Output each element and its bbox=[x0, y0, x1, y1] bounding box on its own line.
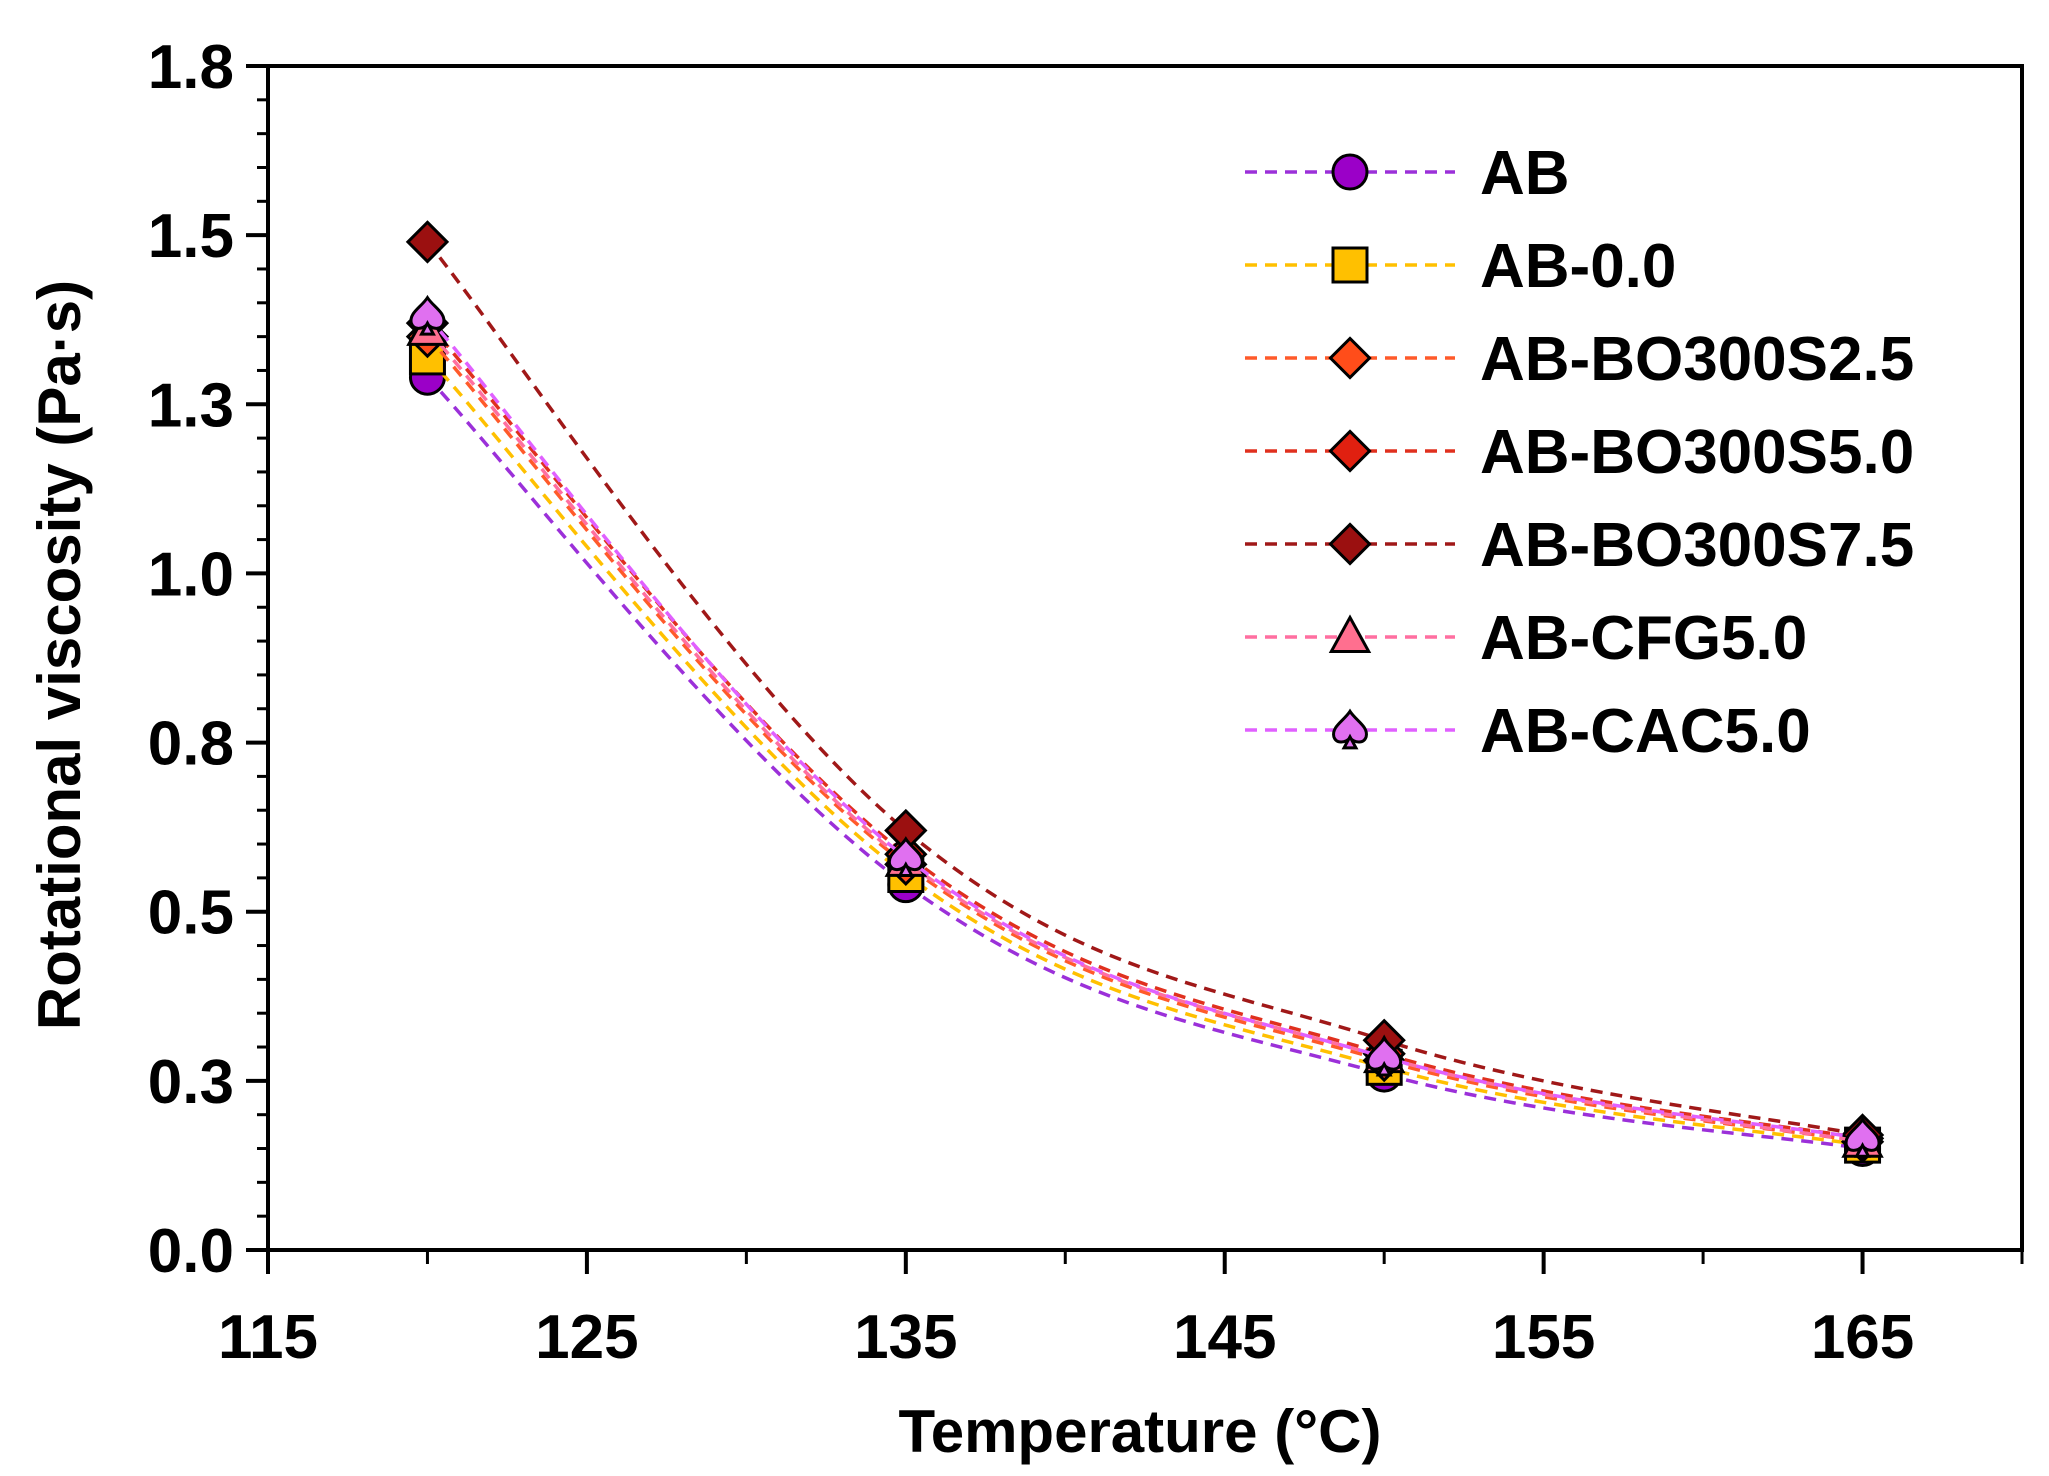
legend-marker-ab-bo300s2-5 bbox=[1328, 336, 1372, 380]
series-line-ab bbox=[426, 376, 1863, 1151]
x-axis-title: Temperature (°C) bbox=[899, 1398, 1382, 1465]
series-ab-cac5-0 bbox=[409, 294, 1881, 1158]
axes: 0.0 0.3 0.5 0.8 1.0 1.3 1.5 1.8 115 125 135 145 155 1… bbox=[148, 33, 2024, 1372]
x-tick-label: 125 bbox=[535, 1303, 638, 1372]
series-line-ab-bo300s5-0 bbox=[426, 321, 1863, 1141]
y-tick-label: 1.0 bbox=[148, 540, 234, 609]
data-point-ab-bo300s7-5 bbox=[405, 220, 450, 264]
legend-item-ab-bo300s5-0: AB-BO300S5.0 bbox=[1245, 418, 1914, 487]
legend-label-ab: AB bbox=[1480, 139, 1570, 208]
series-line-ab-bo300s2-5 bbox=[426, 335, 1863, 1144]
legend-item-ab-bo300s7-5: AB-BO300S7.5 bbox=[1245, 511, 1914, 580]
legend-marker-ab-0-0 bbox=[1331, 246, 1369, 284]
series-line-ab-cfg5-0 bbox=[426, 328, 1863, 1144]
legend-label-ab-bo300s5-0: AB-BO300S5.0 bbox=[1480, 418, 1914, 487]
legend-label-ab-bo300s2-5: AB-BO300S2.5 bbox=[1480, 325, 1914, 394]
legend-label-ab-cac5-0: AB-CAC5.0 bbox=[1480, 697, 1811, 766]
x-tick-label: 165 bbox=[1811, 1303, 1914, 1372]
y-tick-label: 0.5 bbox=[148, 879, 234, 948]
legend-label-ab-cfg5-0: AB-CFG5.0 bbox=[1480, 604, 1807, 673]
legend-item-ab-cac5-0: AB-CAC5.0 bbox=[1245, 697, 1811, 766]
y-tick-label: 0.3 bbox=[148, 1048, 234, 1117]
legend-item-ab-cfg5-0: AB-CFG5.0 bbox=[1245, 604, 1807, 673]
legend-item-ab-bo300s2-5: AB-BO300S2.5 bbox=[1245, 325, 1914, 394]
legend: AB AB-0.0 AB-BO300S2.5 AB-BO300S5.0 AB-BO300… bbox=[1245, 139, 1914, 766]
legend-marker-ab-bo300s5-0 bbox=[1328, 429, 1372, 473]
series-group bbox=[405, 220, 1885, 1168]
x-tick-label: 155 bbox=[1492, 1303, 1595, 1372]
legend-marker-ab bbox=[1331, 153, 1369, 191]
x-tick-label: 115 bbox=[218, 1303, 318, 1372]
data-point-ab-cac5-0 bbox=[1366, 1035, 1403, 1077]
legend-marker-ab-cac5-0 bbox=[1332, 708, 1368, 750]
x-tick-label: 135 bbox=[854, 1303, 957, 1372]
y-tick-label: 0.8 bbox=[148, 710, 234, 779]
data-point-ab-cac5-0 bbox=[409, 294, 446, 336]
data-point-ab-cac5-0 bbox=[1844, 1116, 1881, 1158]
legend-marker-ab-cfg5-0 bbox=[1328, 614, 1372, 653]
y-tick-label: 1.3 bbox=[148, 371, 234, 440]
y-axis-title: Rotational viscosity (Pa·s) bbox=[26, 280, 93, 1030]
series-line-ab-cac5-0 bbox=[426, 315, 1863, 1141]
x-tick-label: 145 bbox=[1173, 1303, 1276, 1372]
y-tick-label: 0.0 bbox=[148, 1217, 234, 1286]
data-point-ab-cac5-0 bbox=[887, 836, 924, 877]
plot-area bbox=[266, 64, 2024, 1252]
series-line-ab-bo300s7-5 bbox=[426, 240, 1863, 1137]
plot-frame bbox=[266, 64, 2024, 1252]
legend-item-ab-0-0: AB-0.0 bbox=[1245, 232, 1676, 301]
y-tick-label: 1.8 bbox=[148, 33, 234, 102]
legend-marker-ab-bo300s7-5 bbox=[1328, 522, 1372, 566]
legend-label-ab-bo300s7-5: AB-BO300S7.5 bbox=[1480, 511, 1914, 580]
y-tick-label: 1.5 bbox=[148, 202, 234, 271]
series-line-ab-0-0 bbox=[426, 355, 1863, 1147]
legend-item-ab: AB bbox=[1245, 139, 1570, 208]
legend-label-ab-0-0: AB-0.0 bbox=[1480, 232, 1676, 301]
